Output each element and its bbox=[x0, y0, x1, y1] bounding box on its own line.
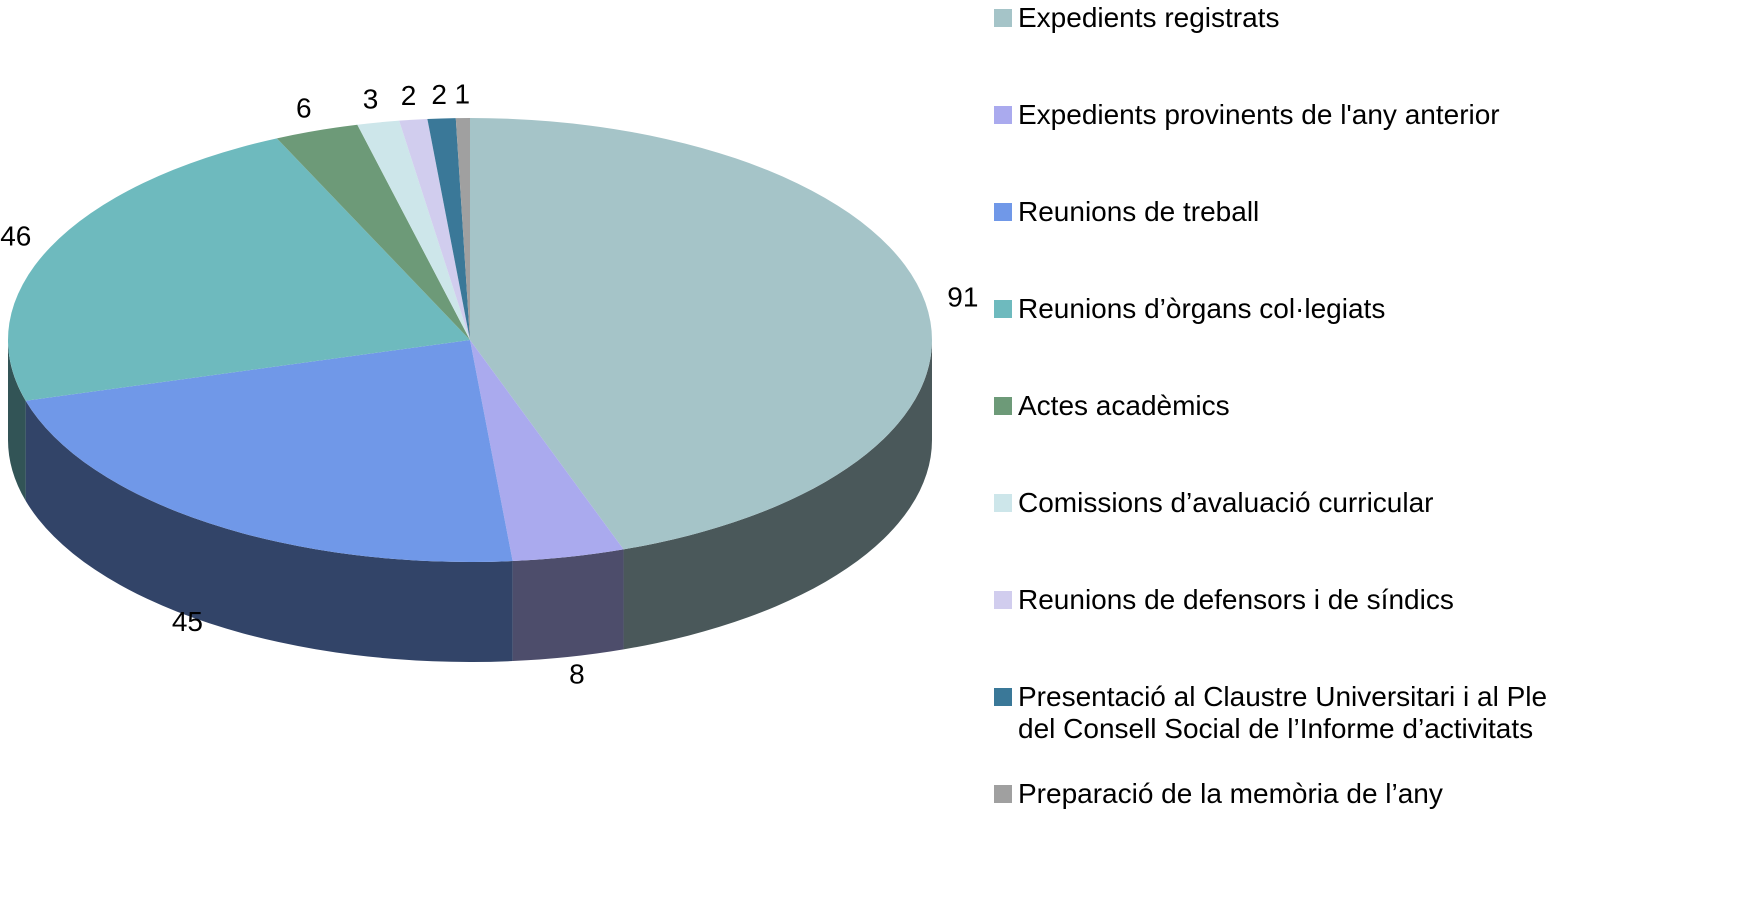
legend-item: Preparació de la memòria de l’any bbox=[994, 778, 1443, 810]
legend-swatch bbox=[994, 203, 1012, 221]
slice bbox=[25, 340, 513, 562]
data-label: 6 bbox=[296, 92, 312, 123]
legend-item: Expedients provinents de l'any anterior bbox=[994, 99, 1500, 131]
legend-item: Presentació al Claustre Universitari i a… bbox=[994, 681, 1554, 745]
legend-item: Actes acadèmics bbox=[994, 390, 1230, 422]
slice bbox=[427, 118, 470, 341]
legend-label: Reunions de treball bbox=[1018, 196, 1260, 227]
data-label: 46 bbox=[0, 220, 31, 251]
slice bbox=[470, 118, 933, 550]
legend-swatch bbox=[994, 397, 1012, 415]
legend-label: Comissions d’avaluació curricular bbox=[1018, 487, 1434, 518]
slice bbox=[357, 120, 470, 341]
slice bbox=[399, 118, 470, 340]
legend-label: Expedients provinents de l'any anterior bbox=[1018, 99, 1500, 130]
legend-item: Reunions d’òrgans col·legiats bbox=[994, 293, 1385, 325]
data-label: 91 bbox=[947, 281, 978, 312]
legend-item: Reunions de defensors i de síndics bbox=[994, 584, 1454, 616]
legend-swatch bbox=[994, 494, 1012, 512]
legend-swatch bbox=[994, 785, 1012, 803]
legend-item: Comissions d’avaluació curricular bbox=[994, 487, 1434, 519]
legend-item: Expedients registrats bbox=[994, 2, 1279, 34]
slice-side bbox=[512, 549, 624, 662]
slice-side bbox=[25, 400, 513, 662]
slice bbox=[7, 138, 471, 401]
data-label: 3 bbox=[363, 83, 379, 114]
legend-label: Presentació al Claustre Universitari i a… bbox=[1018, 681, 1548, 744]
legend-label: Preparació de la memòria de l’any bbox=[1018, 778, 1443, 809]
data-label: 45 bbox=[172, 606, 203, 637]
legend-label: Expedients registrats bbox=[1018, 2, 1280, 33]
data-label: 2 bbox=[401, 80, 417, 111]
data-label: 8 bbox=[569, 658, 585, 689]
legend-swatch bbox=[994, 591, 1012, 609]
legend-label: Actes acadèmics bbox=[1018, 390, 1230, 421]
legend-label: Reunions de defensors i de síndics bbox=[1018, 584, 1454, 615]
slice bbox=[276, 124, 470, 340]
legend-swatch bbox=[994, 300, 1012, 318]
legend-swatch bbox=[994, 106, 1012, 124]
legend-item: Reunions de treball bbox=[994, 196, 1259, 228]
slice bbox=[470, 340, 624, 562]
slice bbox=[455, 118, 470, 340]
slice-side bbox=[8, 340, 26, 501]
data-label: 1 bbox=[455, 78, 471, 109]
legend-label: Reunions d’òrgans col·legiats bbox=[1018, 293, 1386, 324]
legend-swatch bbox=[994, 688, 1012, 706]
data-label: 2 bbox=[431, 79, 447, 110]
slice-side bbox=[623, 340, 932, 650]
legend-swatch bbox=[994, 9, 1012, 27]
